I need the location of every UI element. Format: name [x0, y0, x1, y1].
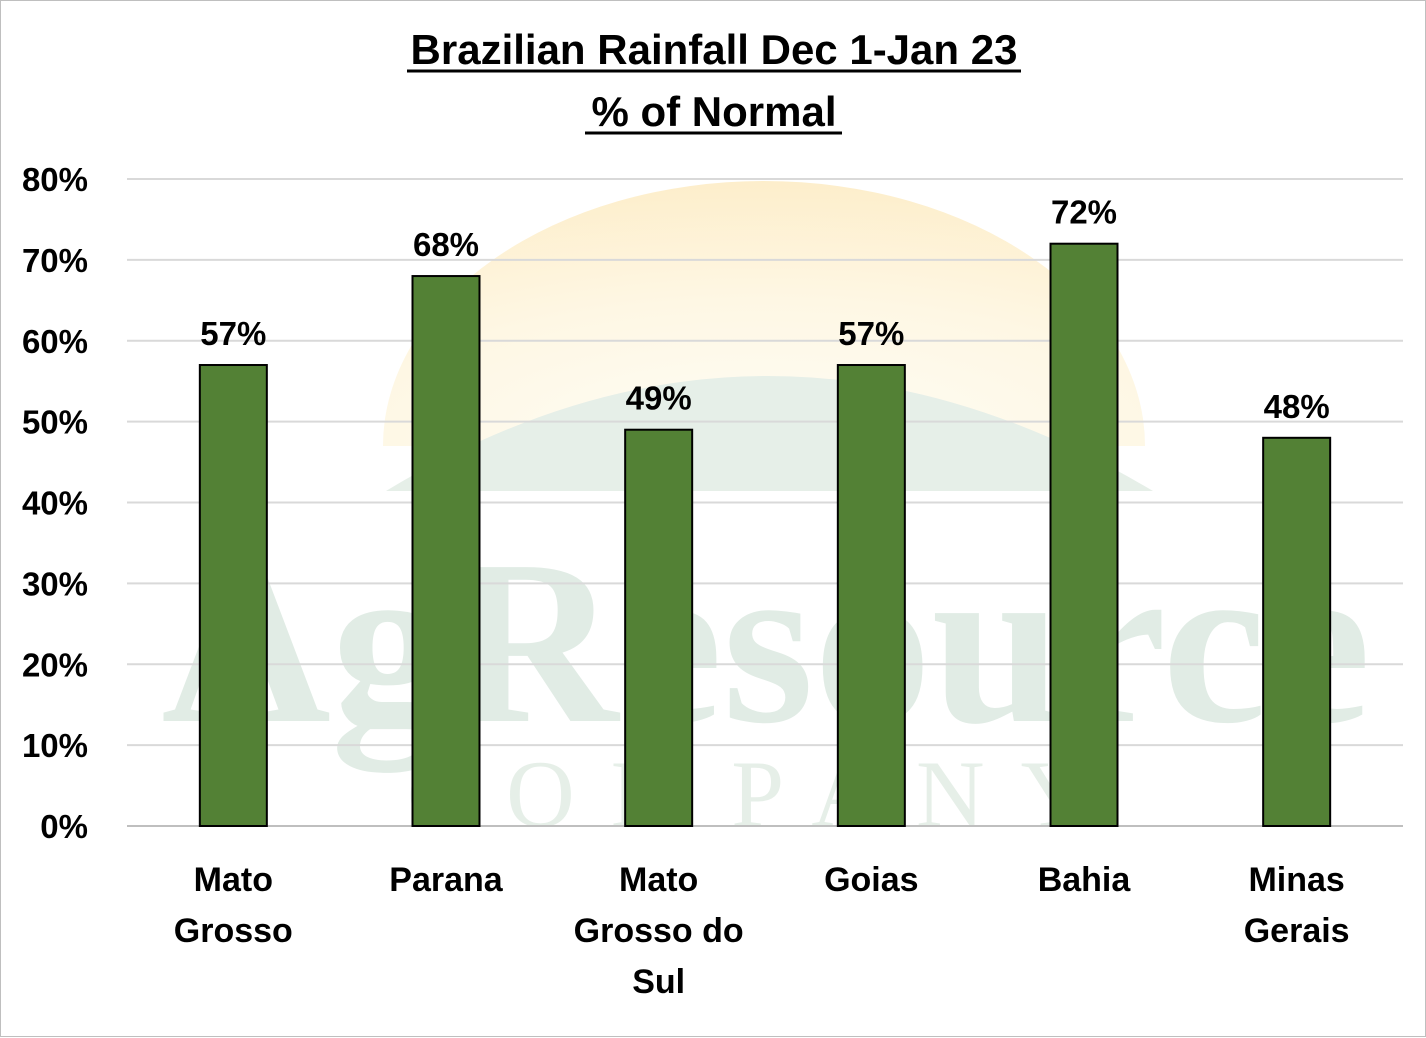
y-tick-label: 80%	[22, 161, 88, 198]
x-tick-label: Mato Grosso	[174, 861, 293, 950]
bar	[624, 428, 694, 827]
watermark-company-name: AgResource	[161, 512, 1371, 773]
watermark-hill	[386, 376, 1153, 491]
data-label: 72%	[1051, 194, 1117, 231]
y-tick-label: 40%	[22, 485, 88, 522]
data-label: 57%	[838, 315, 904, 352]
x-tick-label-line: Gerais	[1244, 912, 1350, 950]
x-tick-label-line: Bahia	[1038, 861, 1132, 899]
y-tick-label: 10%	[22, 727, 88, 764]
y-tick-label: 60%	[22, 323, 88, 360]
x-tick-label: Parana	[389, 861, 503, 899]
bars	[198, 242, 1332, 827]
x-tick-label-line: Mato	[619, 861, 698, 899]
x-tick-label-line: Mato	[194, 861, 273, 899]
bar	[1262, 436, 1332, 827]
gridlines	[127, 178, 1403, 827]
y-tick-label: 20%	[22, 646, 88, 683]
bar	[836, 364, 906, 827]
x-tick-label-line: Minas	[1248, 861, 1344, 899]
bar	[198, 364, 268, 827]
bar	[1049, 242, 1119, 827]
x-tick-label-line: Grosso do	[574, 912, 744, 950]
x-tick-label: Minas Gerais	[1244, 861, 1350, 950]
x-tick-label-line: Goias	[824, 861, 918, 899]
x-tick-label: Goias	[824, 861, 918, 899]
x-axis: Mato Grosso Parana Mato Grosso do Sul Goias Bah…	[174, 861, 1350, 1001]
y-tick-label: 30%	[22, 565, 88, 602]
chart-subtitle: % of Normal	[591, 88, 836, 135]
y-tick-label: 50%	[22, 404, 88, 441]
agresource-watermark: AgResource COMPANY	[161, 181, 1371, 847]
chart-title: Brazilian Rainfall Dec 1-Jan 23	[411, 26, 1018, 73]
x-tick-label: Bahia	[1038, 861, 1132, 899]
data-label: 49%	[626, 380, 692, 417]
data-label: 48%	[1264, 388, 1330, 425]
data-labels: 57% 68% 49% 57% 72% 48%	[200, 194, 1329, 425]
y-tick-label: 0%	[40, 808, 88, 845]
data-label: 68%	[413, 226, 479, 263]
x-tick-label-line: Grosso	[174, 912, 293, 950]
data-label: 57%	[200, 315, 266, 352]
x-tick-label-line: Sul	[632, 963, 685, 1001]
watermark-company-suffix: COMPANY	[407, 741, 1125, 847]
y-axis: 0% 10% 20% 30% 40% 50% 60% 70% 80%	[22, 161, 88, 845]
x-tick-label: Mato Grosso do Sul	[574, 861, 744, 1001]
bar	[411, 275, 481, 827]
x-tick-label-line: Parana	[389, 861, 503, 899]
y-tick-label: 70%	[22, 242, 88, 279]
watermark-sun	[383, 181, 1145, 446]
